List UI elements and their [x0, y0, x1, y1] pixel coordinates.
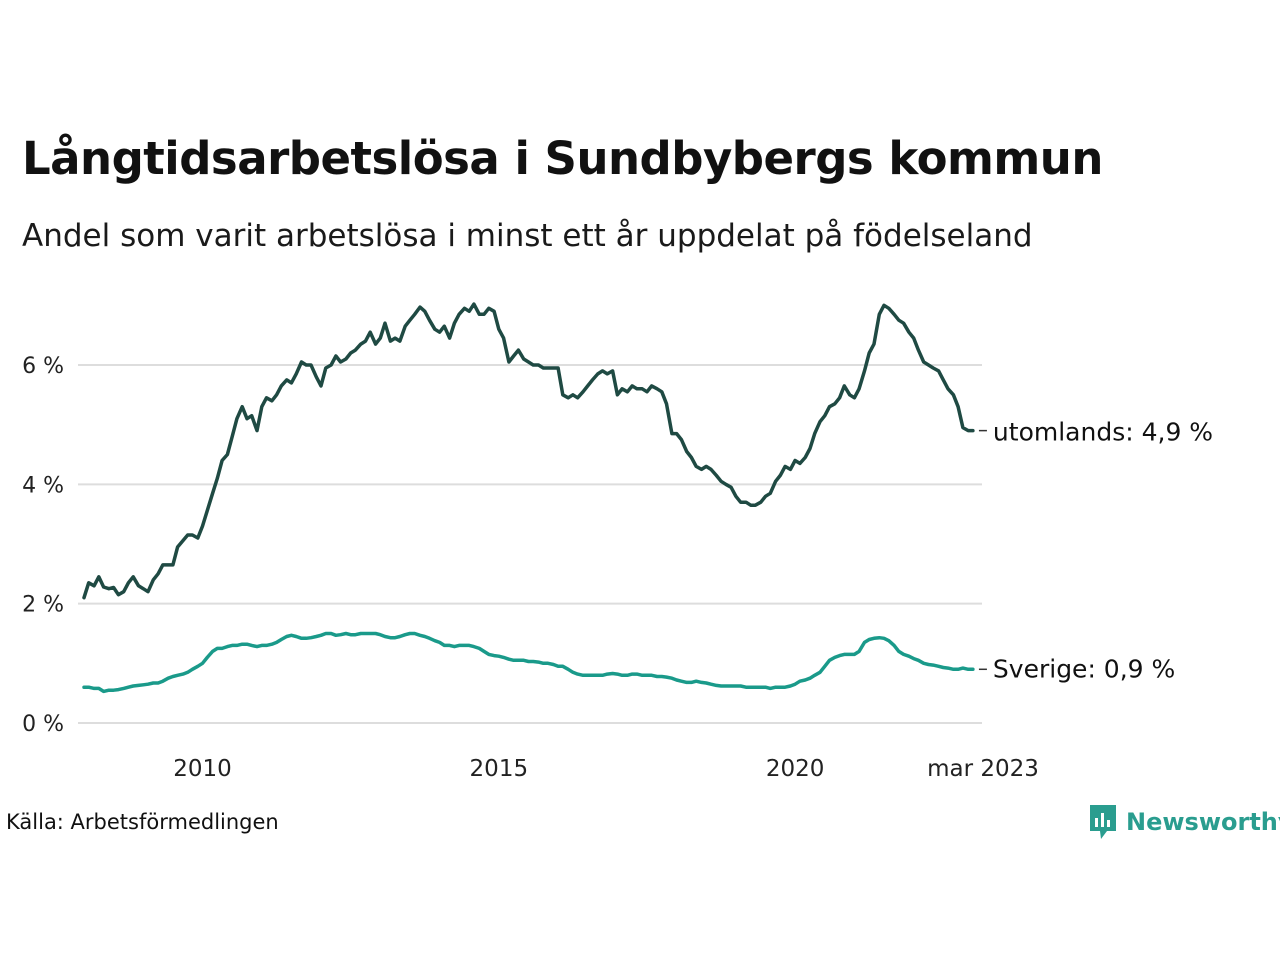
source-note: Källa: Arbetsförmedlingen — [6, 810, 279, 834]
y-tick-label: 2 % — [22, 593, 64, 618]
y-tick-label: 0 % — [22, 712, 64, 737]
chart-subtitle: Andel som varit arbetslösa i minst ett å… — [22, 218, 1033, 254]
y-tick-label: 6 % — [22, 354, 64, 379]
x-tick-label: 2015 — [470, 756, 529, 782]
y-tick-label: 4 % — [22, 473, 64, 498]
newsworthy-logo-icon — [1090, 805, 1116, 839]
gridlines — [78, 363, 982, 724]
brand-logo[interactable]: Newsworthy — [1088, 803, 1280, 841]
x-tick-label: 2020 — [766, 756, 825, 782]
series-end-label: Sverige: 0,9 % — [993, 654, 1175, 683]
series-end-label: utomlands: 4,9 % — [993, 418, 1213, 447]
series-end-labels: utomlands: 4,9 % Sverige: 0,9 % — [978, 418, 1213, 683]
series-line-sverige — [82, 631, 975, 694]
chart-title: Långtidsarbetslösa i Sundbybergs kommun — [22, 132, 1103, 185]
y-axis-ticks: 0 % 2 % 4 % 6 % — [22, 354, 64, 737]
series-line-utomlands — [82, 302, 975, 600]
x-axis-ticks: 2010 2015 2020 mar 2023 — [173, 756, 1039, 782]
x-tick-label: 2010 — [173, 756, 232, 782]
series-lines — [82, 302, 975, 694]
x-tick-label: mar 2023 — [927, 756, 1039, 782]
brand-name: Newsworthy — [1126, 808, 1280, 836]
